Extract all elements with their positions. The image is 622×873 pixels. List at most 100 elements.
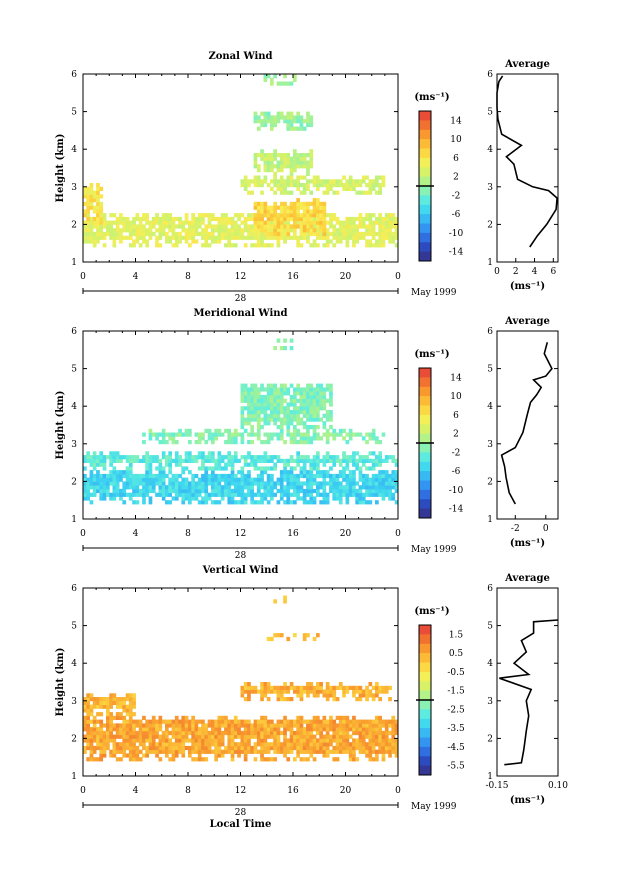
heatmap-cell: [214, 432, 218, 437]
heatmap-cell: [142, 239, 146, 244]
heatmap-cell: [368, 231, 373, 237]
colorbar-segment: [419, 709, 431, 720]
heatmap-cell: [266, 757, 271, 762]
colorbar-segment: [419, 377, 431, 388]
heatmap-cell: [302, 719, 307, 724]
heatmap-cell: [263, 734, 268, 739]
heatmap-cell: [283, 164, 287, 169]
colorbar-segment: [419, 433, 431, 444]
heatmap-cell: [243, 753, 248, 758]
heatmap-cell: [302, 160, 307, 165]
heatmap-cell: [276, 205, 281, 210]
heatmap-cell: [128, 723, 133, 728]
heatmap-cell: [89, 485, 94, 490]
heatmap-cell: [260, 205, 264, 210]
heatmap-cell: [191, 477, 195, 482]
heatmap-cell: [394, 216, 399, 222]
heatmap-cell: [263, 727, 268, 732]
heatmap-cell: [270, 458, 274, 463]
colorbar-tick-label: -14: [449, 248, 464, 258]
heatmap-cell: [342, 685, 346, 690]
heatmap-cell: [293, 164, 297, 169]
heatmap-cell: [260, 394, 264, 400]
heatmap-cell: [204, 440, 209, 445]
heatmap-cell: [102, 231, 107, 237]
heatmap-cell: [358, 473, 363, 479]
heatmap-cell: [217, 216, 222, 222]
heatmap-cell: [230, 488, 235, 494]
heatmap-cell: [260, 417, 264, 422]
heatmap-cell: [230, 745, 235, 751]
heatmap-cell: [276, 220, 281, 225]
average-profile-line: [496, 75, 558, 248]
heatmap-cell: [250, 749, 254, 754]
heatmap-cell: [181, 500, 186, 505]
heatmap-cell: [276, 481, 281, 486]
heatmap-cell: [352, 470, 356, 475]
heatmap-cell: [299, 738, 304, 743]
heatmap-cell: [302, 391, 307, 396]
heatmap-cell: [368, 224, 373, 229]
heatmap-cell: [207, 745, 212, 751]
heatmap-cell: [273, 432, 277, 437]
heatmap-cell: [135, 213, 140, 218]
heatmap-cell: [368, 488, 373, 494]
heatmap-cell: [306, 201, 310, 206]
heatmap-cell: [243, 428, 248, 433]
heatmap-cell: [253, 228, 258, 233]
heatmap-cell: [237, 753, 241, 758]
heatmap-cell: [263, 455, 268, 460]
heatmap-cell: [325, 410, 330, 415]
heatmap-cell: [112, 451, 117, 456]
heatmap-cell: [197, 492, 202, 497]
heatmap-cell: [83, 749, 87, 754]
heatmap-cell: [348, 228, 353, 233]
heatmap-cell: [92, 727, 97, 732]
heatmap-cell: [325, 738, 330, 743]
heatmap-cell: [384, 745, 389, 751]
heatmap-cell: [240, 745, 245, 751]
heatmap-cell: [138, 723, 143, 728]
heatmap-cell: [283, 749, 287, 754]
heatmap-cell: [355, 727, 359, 732]
heatmap-cell: [197, 745, 202, 751]
heatmap-cell: [112, 742, 117, 747]
heatmap-cell: [273, 402, 277, 407]
heatmap-cell: [358, 693, 363, 698]
heatmap-cell: [115, 712, 120, 717]
colorbar-tick-label: -10: [449, 229, 464, 239]
heatmap-cell: [250, 383, 254, 388]
heatmap-cell: [293, 477, 297, 482]
heatmap-cell: [142, 216, 146, 222]
heatmap-cell: [243, 186, 248, 191]
heatmap-cell: [325, 473, 330, 479]
heatmap-cell: [253, 689, 258, 694]
heatmap-cell: [125, 697, 130, 702]
heatmap-cell: [86, 485, 90, 490]
heatmap-cell: [352, 179, 356, 184]
heatmap-cell: [227, 228, 232, 233]
heatmap-cell: [240, 488, 245, 494]
heatmap-cell: [316, 719, 320, 724]
heatmap-cell: [227, 440, 232, 445]
heatmap-cell: [358, 432, 363, 437]
heatmap-cell: [158, 745, 163, 751]
heatmap-cell: [378, 697, 382, 702]
heatmap-cell: [394, 730, 399, 736]
heatmap-cell: [299, 458, 304, 463]
heatmap-cell: [253, 730, 258, 736]
heatmap-cell: [289, 440, 294, 445]
heatmap-cell: [316, 682, 320, 687]
heatmap-cell: [276, 689, 281, 694]
heatmap-cell: [355, 481, 359, 486]
heatmap-cell: [220, 485, 225, 490]
heatmap-cell: [89, 205, 94, 210]
heatmap-cell: [371, 466, 376, 471]
heatmap-cell: [286, 738, 291, 743]
heatmap-cell: [384, 727, 389, 732]
heatmap-cell: [247, 749, 251, 754]
heatmap-cell: [279, 685, 284, 690]
heatmap-cell: [273, 231, 277, 237]
heatmap-cell: [306, 115, 310, 120]
heatmap-cell: [260, 228, 264, 233]
